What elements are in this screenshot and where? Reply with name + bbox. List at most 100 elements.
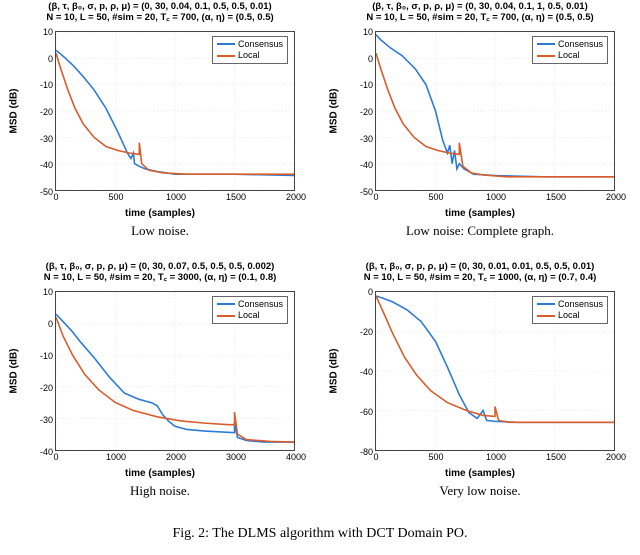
y-tick: -50: [360, 187, 376, 197]
y-tick: -10: [40, 351, 56, 361]
y-tick: -20: [40, 383, 56, 393]
y-axis-label: MSD (dB): [9, 88, 20, 133]
y-tick: -40: [360, 367, 376, 377]
plot-box: 0500100015002000-50-40-30-20-10010Consen…: [55, 31, 295, 191]
legend: ConsensusLocal: [212, 296, 288, 325]
panel-low-noise-complete: (β, τ, β₀, σ, p, ρ, μ) = (0, 30, 0.04, 0…: [320, 0, 640, 260]
panel-low-noise: (β, τ, β₀, σ, p, ρ, μ) = (0, 30, 0.04, 0…: [0, 0, 320, 260]
y-tick: 0: [368, 54, 376, 64]
legend-swatch: [537, 55, 555, 57]
legend: ConsensusLocal: [212, 36, 288, 65]
legend-row: Consensus: [217, 39, 283, 50]
panel-caption: Very low noise.: [439, 483, 520, 499]
x-tick: 500: [108, 190, 123, 202]
y-tick: -10: [40, 80, 56, 90]
y-tick: -40: [40, 447, 56, 457]
panel-high-noise: (β, τ, β₀, σ, p, ρ, μ) = (0, 30, 0.07, 0…: [0, 260, 320, 520]
series-local: [56, 317, 294, 442]
legend-row: Local: [217, 50, 283, 61]
x-tick: 1000: [486, 450, 506, 462]
y-tick: 0: [368, 287, 376, 297]
x-axis-label: time (samples): [15, 208, 305, 219]
legend-row: Consensus: [217, 299, 283, 310]
legend-swatch: [537, 43, 555, 45]
y-tick: -50: [40, 187, 56, 197]
x-axis-label: time (samples): [335, 468, 625, 479]
legend-label: Consensus: [238, 299, 283, 310]
x-axis-label: time (samples): [335, 208, 625, 219]
x-axis-label: time (samples): [15, 468, 305, 479]
x-tick: 2000: [606, 450, 626, 462]
x-tick: 1000: [486, 190, 506, 202]
legend-label: Consensus: [558, 39, 603, 50]
x-tick: 1000: [106, 450, 126, 462]
plot-box: 0500100015002000-80-60-40-200ConsensusLo…: [375, 291, 615, 451]
y-tick: 10: [43, 287, 56, 297]
y-tick: -40: [360, 160, 376, 170]
param-line-2: N = 10, L = 50, #sim = 20, T꜀ = 3000, (α…: [44, 273, 277, 284]
param-line-2: N = 10, L = 50, #sim = 20, T꜀ = 1000, (α…: [364, 273, 597, 284]
chart-wrap: 0500100015002000-80-60-40-200ConsensusLo…: [335, 286, 625, 481]
x-tick: 1500: [226, 190, 246, 202]
plot-box: 01000200030004000-40-30-20-10010Consensu…: [55, 291, 295, 451]
legend-label: Consensus: [558, 299, 603, 310]
y-tick: -60: [360, 407, 376, 417]
x-tick: 500: [428, 190, 443, 202]
param-line-2: N = 10, L = 50, #sim = 20, T꜀ = 700, (α,…: [46, 13, 273, 24]
chart-wrap: 0500100015002000-50-40-30-20-10010Consen…: [335, 26, 625, 221]
x-tick: 2000: [606, 190, 626, 202]
legend-label: Local: [238, 50, 260, 61]
x-tick: 2000: [166, 450, 186, 462]
y-tick: -30: [360, 134, 376, 144]
legend-swatch: [217, 55, 235, 57]
legend-swatch: [217, 303, 235, 305]
legend-swatch: [217, 315, 235, 317]
legend-row: Consensus: [537, 39, 603, 50]
x-tick: 1500: [546, 190, 566, 202]
legend: ConsensusLocal: [532, 296, 608, 325]
y-tick: -20: [360, 327, 376, 337]
x-tick: 1000: [166, 190, 186, 202]
legend-swatch: [537, 315, 555, 317]
y-tick: -30: [40, 134, 56, 144]
x-tick: 4000: [286, 450, 306, 462]
y-tick: -40: [40, 160, 56, 170]
y-axis-label: MSD (dB): [329, 348, 340, 393]
legend-label: Local: [558, 310, 580, 321]
y-tick: -80: [360, 447, 376, 457]
legend-label: Consensus: [238, 39, 283, 50]
chart-wrap: 0500100015002000-50-40-30-20-10010Consen…: [15, 26, 305, 221]
legend-label: Local: [558, 50, 580, 61]
chart-wrap: 01000200030004000-40-30-20-10010Consensu…: [15, 286, 305, 481]
y-tick: -30: [40, 415, 56, 425]
chart-grid: (β, τ, β₀, σ, p, ρ, μ) = (0, 30, 0.04, 0…: [0, 0, 640, 520]
y-tick: 10: [43, 27, 56, 37]
legend-label: Local: [238, 310, 260, 321]
legend-row: Consensus: [537, 299, 603, 310]
y-tick: -20: [40, 107, 56, 117]
legend-row: Local: [217, 310, 283, 321]
legend-row: Local: [537, 50, 603, 61]
plot-box: 0500100015002000-50-40-30-20-10010Consen…: [375, 31, 615, 191]
x-tick: 1500: [546, 450, 566, 462]
panel-caption: High noise.: [130, 483, 190, 499]
x-tick: 3000: [226, 450, 246, 462]
panel-caption: Low noise.: [131, 223, 189, 239]
x-tick: 2000: [286, 190, 306, 202]
legend: ConsensusLocal: [532, 36, 608, 65]
y-tick: -20: [360, 107, 376, 117]
x-tick: 500: [428, 450, 443, 462]
legend-row: Local: [537, 310, 603, 321]
y-tick: -10: [360, 80, 376, 90]
param-line-2: N = 10, L = 50, #sim = 20, T꜀ = 700, (α,…: [366, 13, 593, 24]
y-tick: 0: [48, 54, 56, 64]
legend-swatch: [217, 43, 235, 45]
y-tick: 10: [363, 27, 376, 37]
y-axis-label: MSD (dB): [9, 348, 20, 393]
legend-swatch: [537, 303, 555, 305]
panel-very-low-noise: (β, τ, β₀, σ, p, ρ, μ) = (0, 30, 0.01, 0…: [320, 260, 640, 520]
y-axis-label: MSD (dB): [329, 88, 340, 133]
y-tick: 0: [48, 319, 56, 329]
panel-caption: Low noise: Complete graph.: [406, 223, 554, 239]
figure-caption: Fig. 2: The DLMS algorithm with DCT Doma…: [0, 520, 640, 542]
